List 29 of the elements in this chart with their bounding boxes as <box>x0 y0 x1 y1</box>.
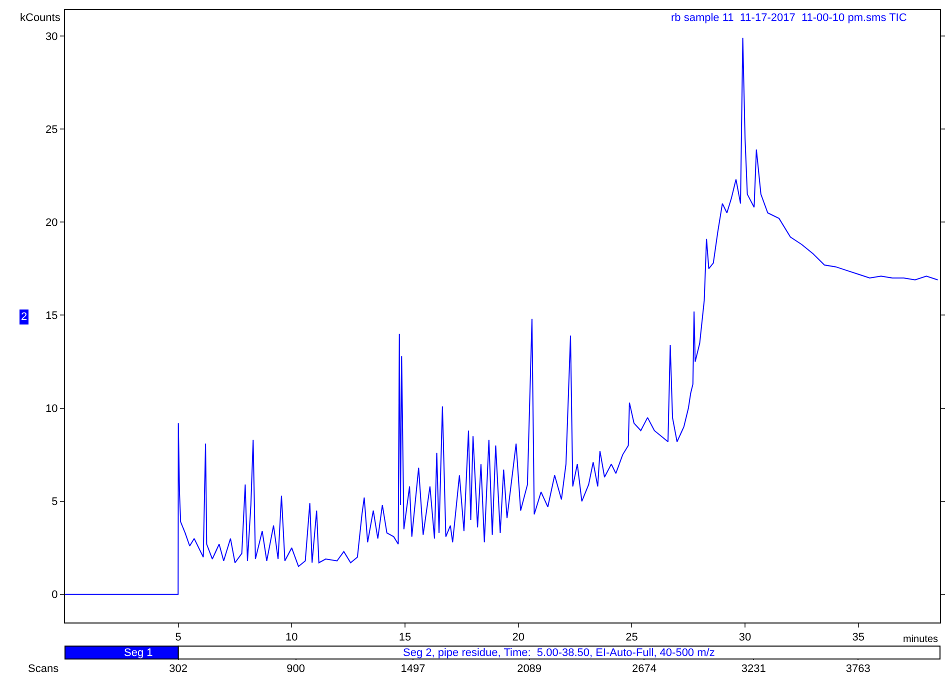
y-tick-label: 20 <box>46 217 58 230</box>
x2-tick-label: 3231 <box>741 663 766 675</box>
x2-tick-label: 1497 <box>400 663 426 675</box>
y-tick-label: 25 <box>46 124 58 136</box>
x-tick-label: 25 <box>626 631 638 644</box>
x2-axis-title: Scans <box>28 663 60 675</box>
x2-tick-label: 900 <box>286 663 305 675</box>
x2-tick-label: 2089 <box>517 663 542 675</box>
y-tick-label: 15 <box>46 310 58 322</box>
chart-title: rb sample 11 11-17-2017 11-00-10 pm.sms TIC <box>671 12 907 24</box>
y-tick-label: 10 <box>46 403 58 416</box>
x2-tick-label: 2674 <box>632 663 656 675</box>
x2-tick-label: 3763 <box>846 663 870 675</box>
x2-tick-label: 302 <box>169 663 188 675</box>
text: Seg 2, pipe residue, Time: 5.00-38.50, EI-Auto-Full, 40-500 m/z <box>403 647 715 659</box>
y-axis-title: kCounts <box>20 12 61 24</box>
y-tick-label: 5 <box>52 496 58 508</box>
x-tick-label: 10 <box>286 631 298 644</box>
text: 2 <box>21 311 28 323</box>
y-tick-label: 0 <box>52 589 58 602</box>
y-tick-label: 30 <box>46 30 58 43</box>
x-axis-title: minutes <box>903 634 938 645</box>
x-tick-label: 35 <box>852 631 865 644</box>
x-tick-label: 15 <box>398 631 412 644</box>
line-series <box>65 37 938 595</box>
x-tick-label: 30 <box>738 631 752 644</box>
x-tick-label: 20 <box>512 631 524 644</box>
text: Seg 1 <box>124 647 153 659</box>
x-tick-label: 5 <box>175 631 182 644</box>
